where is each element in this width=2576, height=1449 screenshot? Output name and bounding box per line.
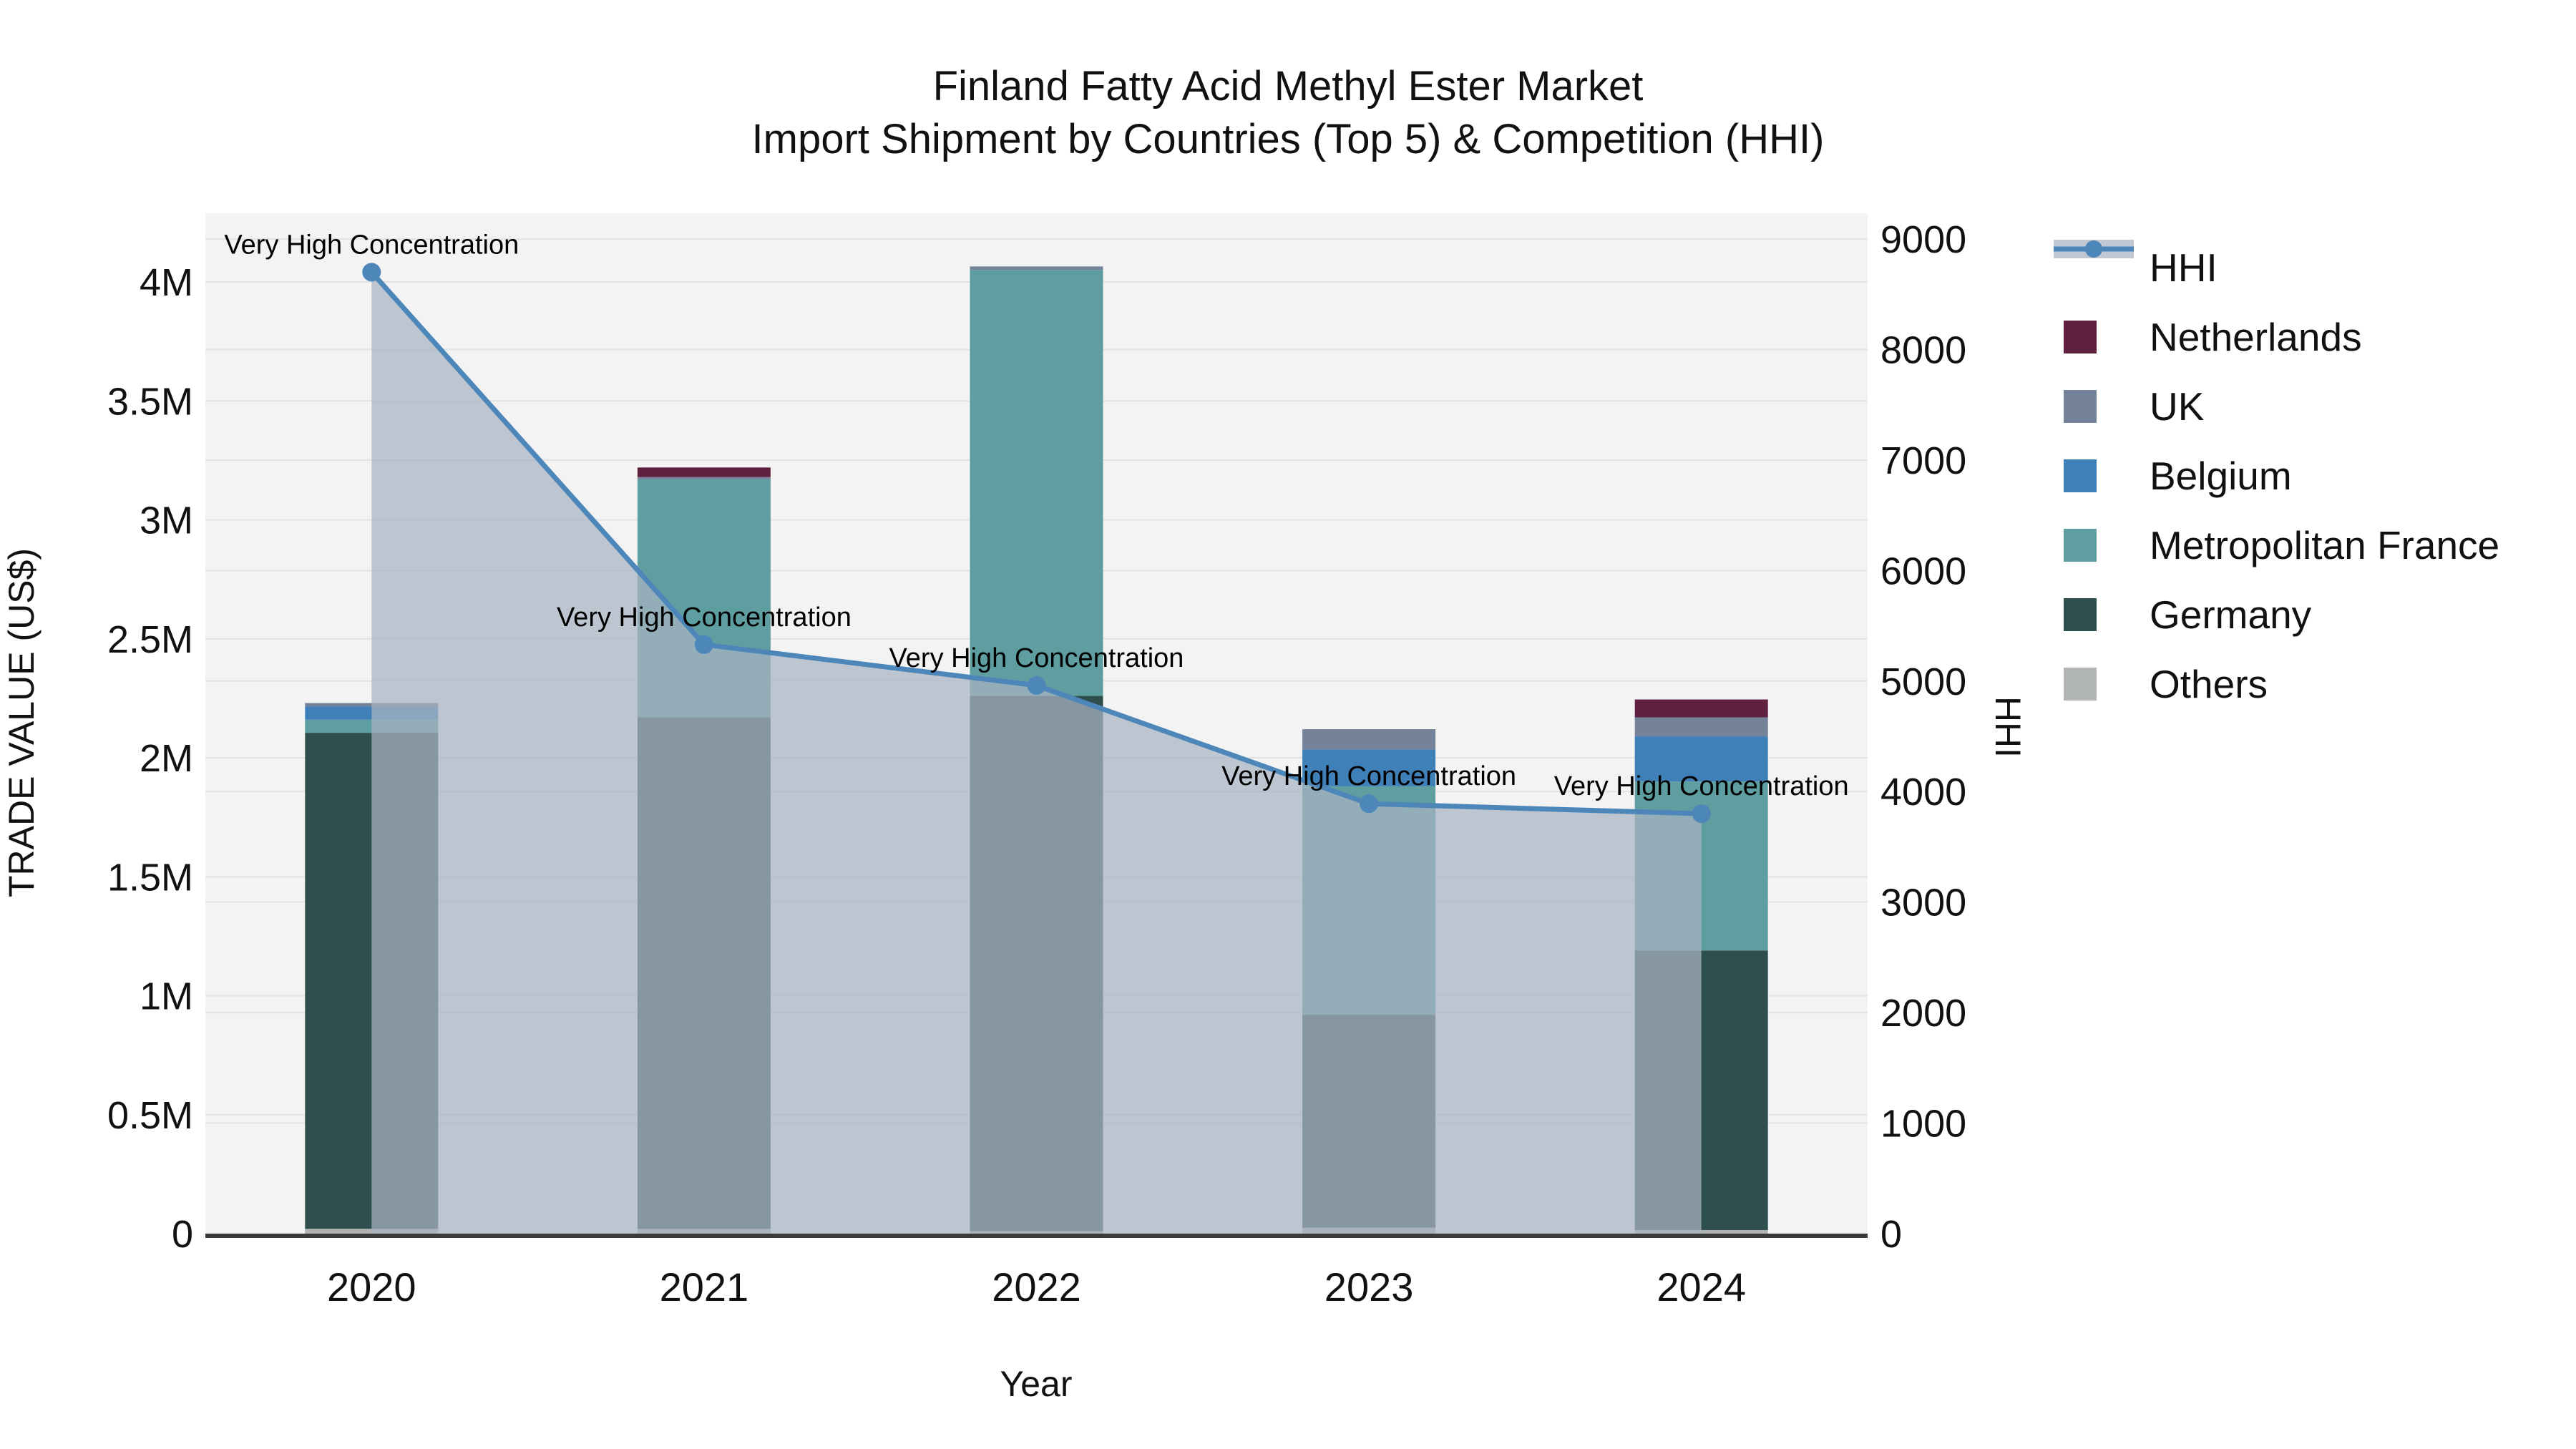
annotation-2023: Very High Concentration — [1221, 761, 1516, 791]
legend-item-hhi[interactable]: HHI — [2054, 233, 2499, 302]
x-tick-2022: 2022 — [992, 1264, 1081, 1309]
y-left-tick-4M: 4M — [140, 261, 193, 304]
legend-swatch-icon — [2054, 459, 2134, 492]
legend-label: Belgium — [2150, 453, 2292, 498]
y-axis-left-label: TRADE VALUE (US$) — [1, 547, 42, 898]
legend-label: HHI — [2150, 245, 2218, 290]
legend-swatch-icon — [2054, 389, 2134, 423]
y-right-tick-5000: 5000 — [1880, 660, 1966, 703]
legend-item-netherlands[interactable]: Netherlands — [2054, 302, 2499, 371]
annotation-2024: Very High Concentration — [1554, 771, 1849, 801]
x-tick-2020: 2020 — [327, 1264, 416, 1309]
x-tick-2023: 2023 — [1324, 1264, 1414, 1309]
legend-label: Others — [2150, 661, 2268, 706]
chart-legend: HHI Netherlands UK Belgium Metropolitan Fran… — [2054, 233, 2499, 718]
y-right-tick-0: 0 — [1880, 1213, 1902, 1256]
y-right-tick-1000: 1000 — [1880, 1103, 1966, 1146]
legend-item-others[interactable]: Others — [2054, 649, 2499, 718]
y-left-tick-1M: 1M — [140, 975, 193, 1018]
hhi-marker-2021[interactable] — [694, 635, 713, 654]
annotation-2020: Very High Concentration — [224, 230, 519, 260]
bar-segment-2021-netherlands[interactable] — [637, 467, 771, 477]
y-right-tick-4000: 4000 — [1880, 771, 1966, 814]
chart-title-line2: Import Shipment by Countries (Top 5) & C… — [751, 116, 1825, 162]
legend-label: Netherlands — [2150, 314, 2362, 359]
hhi-marker-2023[interactable] — [1360, 794, 1379, 814]
legend-item-metropolitan-france[interactable]: Metropolitan France — [2054, 510, 2499, 580]
y-left-tick-2.5M: 2.5M — [107, 618, 193, 661]
x-tick-2024: 2024 — [1657, 1264, 1746, 1309]
bar-segment-2022-uk[interactable] — [970, 266, 1103, 270]
y-left-tick-3M: 3M — [140, 499, 193, 542]
legend-label: Metropolitan France — [2150, 522, 2500, 567]
bar-segment-2022-metropolitan-france[interactable] — [970, 270, 1103, 696]
x-tick-2021: 2021 — [660, 1264, 749, 1309]
legend-swatch-icon — [2054, 528, 2134, 562]
annotation-2022: Very High Concentration — [889, 643, 1184, 673]
legend-item-germany[interactable]: Germany — [2054, 580, 2499, 649]
annotation-2021: Very High Concentration — [557, 602, 852, 633]
hhi-area-fill — [371, 272, 1702, 1234]
bar-segment-2023-uk[interactable] — [1302, 729, 1436, 750]
legend-label: Germany — [2150, 592, 2312, 637]
hhi-marker-2022[interactable] — [1027, 675, 1046, 695]
y-left-tick-1.5M: 1.5M — [107, 856, 193, 899]
hhi-marker-2024[interactable] — [1692, 804, 1711, 824]
y-axis-right-label: HHI — [1988, 696, 2028, 758]
legend-item-belgium[interactable]: Belgium — [2054, 441, 2499, 510]
y-right-tick-8000: 8000 — [1880, 328, 1966, 371]
y-right-tick-3000: 3000 — [1880, 882, 1966, 924]
y-left-tick-2M: 2M — [140, 737, 193, 780]
legend-label: UK — [2150, 384, 2205, 429]
chart-title-line1: Finland Fatty Acid Methyl Ester Market — [932, 63, 1644, 109]
y-left-tick-0.5M: 0.5M — [107, 1094, 193, 1137]
legend-swatch-icon — [2054, 667, 2134, 701]
y-right-tick-7000: 7000 — [1880, 439, 1966, 482]
bar-segment-2021-uk[interactable] — [637, 477, 771, 479]
legend-swatch-icon — [2054, 597, 2134, 631]
hhi-marker-2020[interactable] — [362, 263, 381, 282]
x-axis-label: Year — [1000, 1364, 1073, 1404]
y-left-tick-0: 0 — [172, 1213, 193, 1256]
legend-item-uk[interactable]: UK — [2054, 371, 2499, 441]
bar-segment-2024-belgium[interactable] — [1634, 736, 1768, 782]
bar-segment-2024-netherlands[interactable] — [1634, 699, 1768, 718]
y-right-tick-2000: 2000 — [1880, 992, 1966, 1035]
y-right-tick-9000: 9000 — [1880, 218, 1966, 261]
bar-segment-2023-belgium[interactable] — [1302, 749, 1436, 786]
y-left-tick-3.5M: 3.5M — [107, 380, 193, 423]
bar-segment-2024-uk[interactable] — [1634, 717, 1768, 737]
y-right-tick-6000: 6000 — [1880, 550, 1966, 592]
legend-swatch-icon — [2054, 320, 2134, 353]
